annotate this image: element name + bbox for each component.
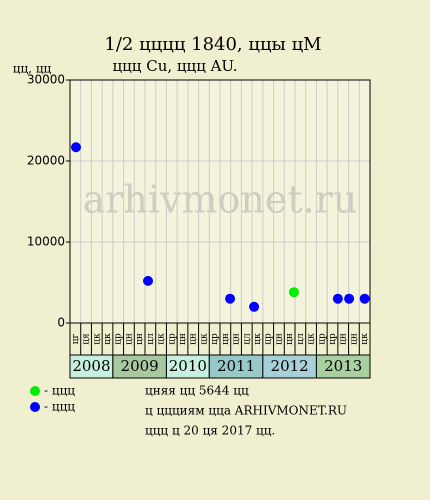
year-label: 2012 (271, 357, 309, 375)
legend-label: - ццц (44, 384, 75, 398)
column-label: цр (210, 333, 220, 345)
column-label: цл (296, 333, 306, 345)
column-label: цг (71, 333, 81, 344)
y-tick-label: 20000 (27, 154, 65, 168)
point (249, 301, 260, 312)
chart-subtitle: ццц Cu, ццц AU. (113, 57, 238, 75)
legend-label: - ццц (44, 400, 75, 414)
column-label: цр (328, 333, 338, 345)
column-label: цк (253, 333, 263, 345)
column-label: цн (178, 333, 188, 345)
column-label: цн (339, 333, 349, 345)
y-axis-label: цц, цц (13, 62, 52, 76)
column-label: цк (199, 333, 209, 345)
column-label: цк (157, 333, 167, 345)
year-label: 2011 (217, 357, 255, 375)
year-label: 2013 (324, 357, 362, 375)
y-tick-label: 10000 (27, 235, 65, 249)
column-label: цн (285, 333, 295, 345)
point (225, 293, 236, 304)
legend-marker (30, 386, 40, 396)
column-label: цн (189, 333, 199, 345)
column-label: цр (167, 333, 177, 345)
point (332, 293, 343, 304)
y-tick-label: 30000 (27, 73, 65, 87)
column-label: цн (124, 333, 134, 345)
column-label: ця (82, 333, 92, 345)
footer-line: ц ццциям цца ARHIVMONET.RU (145, 404, 347, 418)
point (71, 142, 81, 153)
year-label: 2010 (169, 357, 207, 375)
column-label: цк (92, 333, 102, 345)
column-label: цн (221, 333, 231, 345)
column-label: цр (264, 333, 274, 345)
point (288, 287, 299, 298)
footer-line: цняя цц 5644 цц (145, 384, 249, 398)
column-label: цр (317, 333, 327, 345)
column-label: цк (307, 333, 317, 345)
column-label: цк (360, 333, 370, 345)
column-label: цн (349, 333, 359, 345)
footer-line: ццц ц 20 ця 2017 цц. (145, 424, 275, 438)
point (359, 293, 370, 304)
column-label: цн (274, 333, 284, 345)
column-label: цл (242, 333, 252, 345)
year-label: 2008 (72, 357, 110, 375)
year-label: 2009 (121, 357, 159, 375)
column-label: цк (103, 333, 113, 345)
chart-title: 1/2 цццц 1840, ццы цМ (104, 34, 321, 55)
column-label: цр (114, 333, 124, 345)
point (143, 275, 153, 286)
column-label: цл (146, 333, 156, 345)
point (344, 293, 355, 304)
plot-frame (69, 79, 371, 324)
y-tick-label: 0 (57, 316, 65, 330)
column-label: цн (232, 333, 242, 345)
legend-marker (30, 402, 40, 412)
column-label: цн (135, 333, 145, 345)
